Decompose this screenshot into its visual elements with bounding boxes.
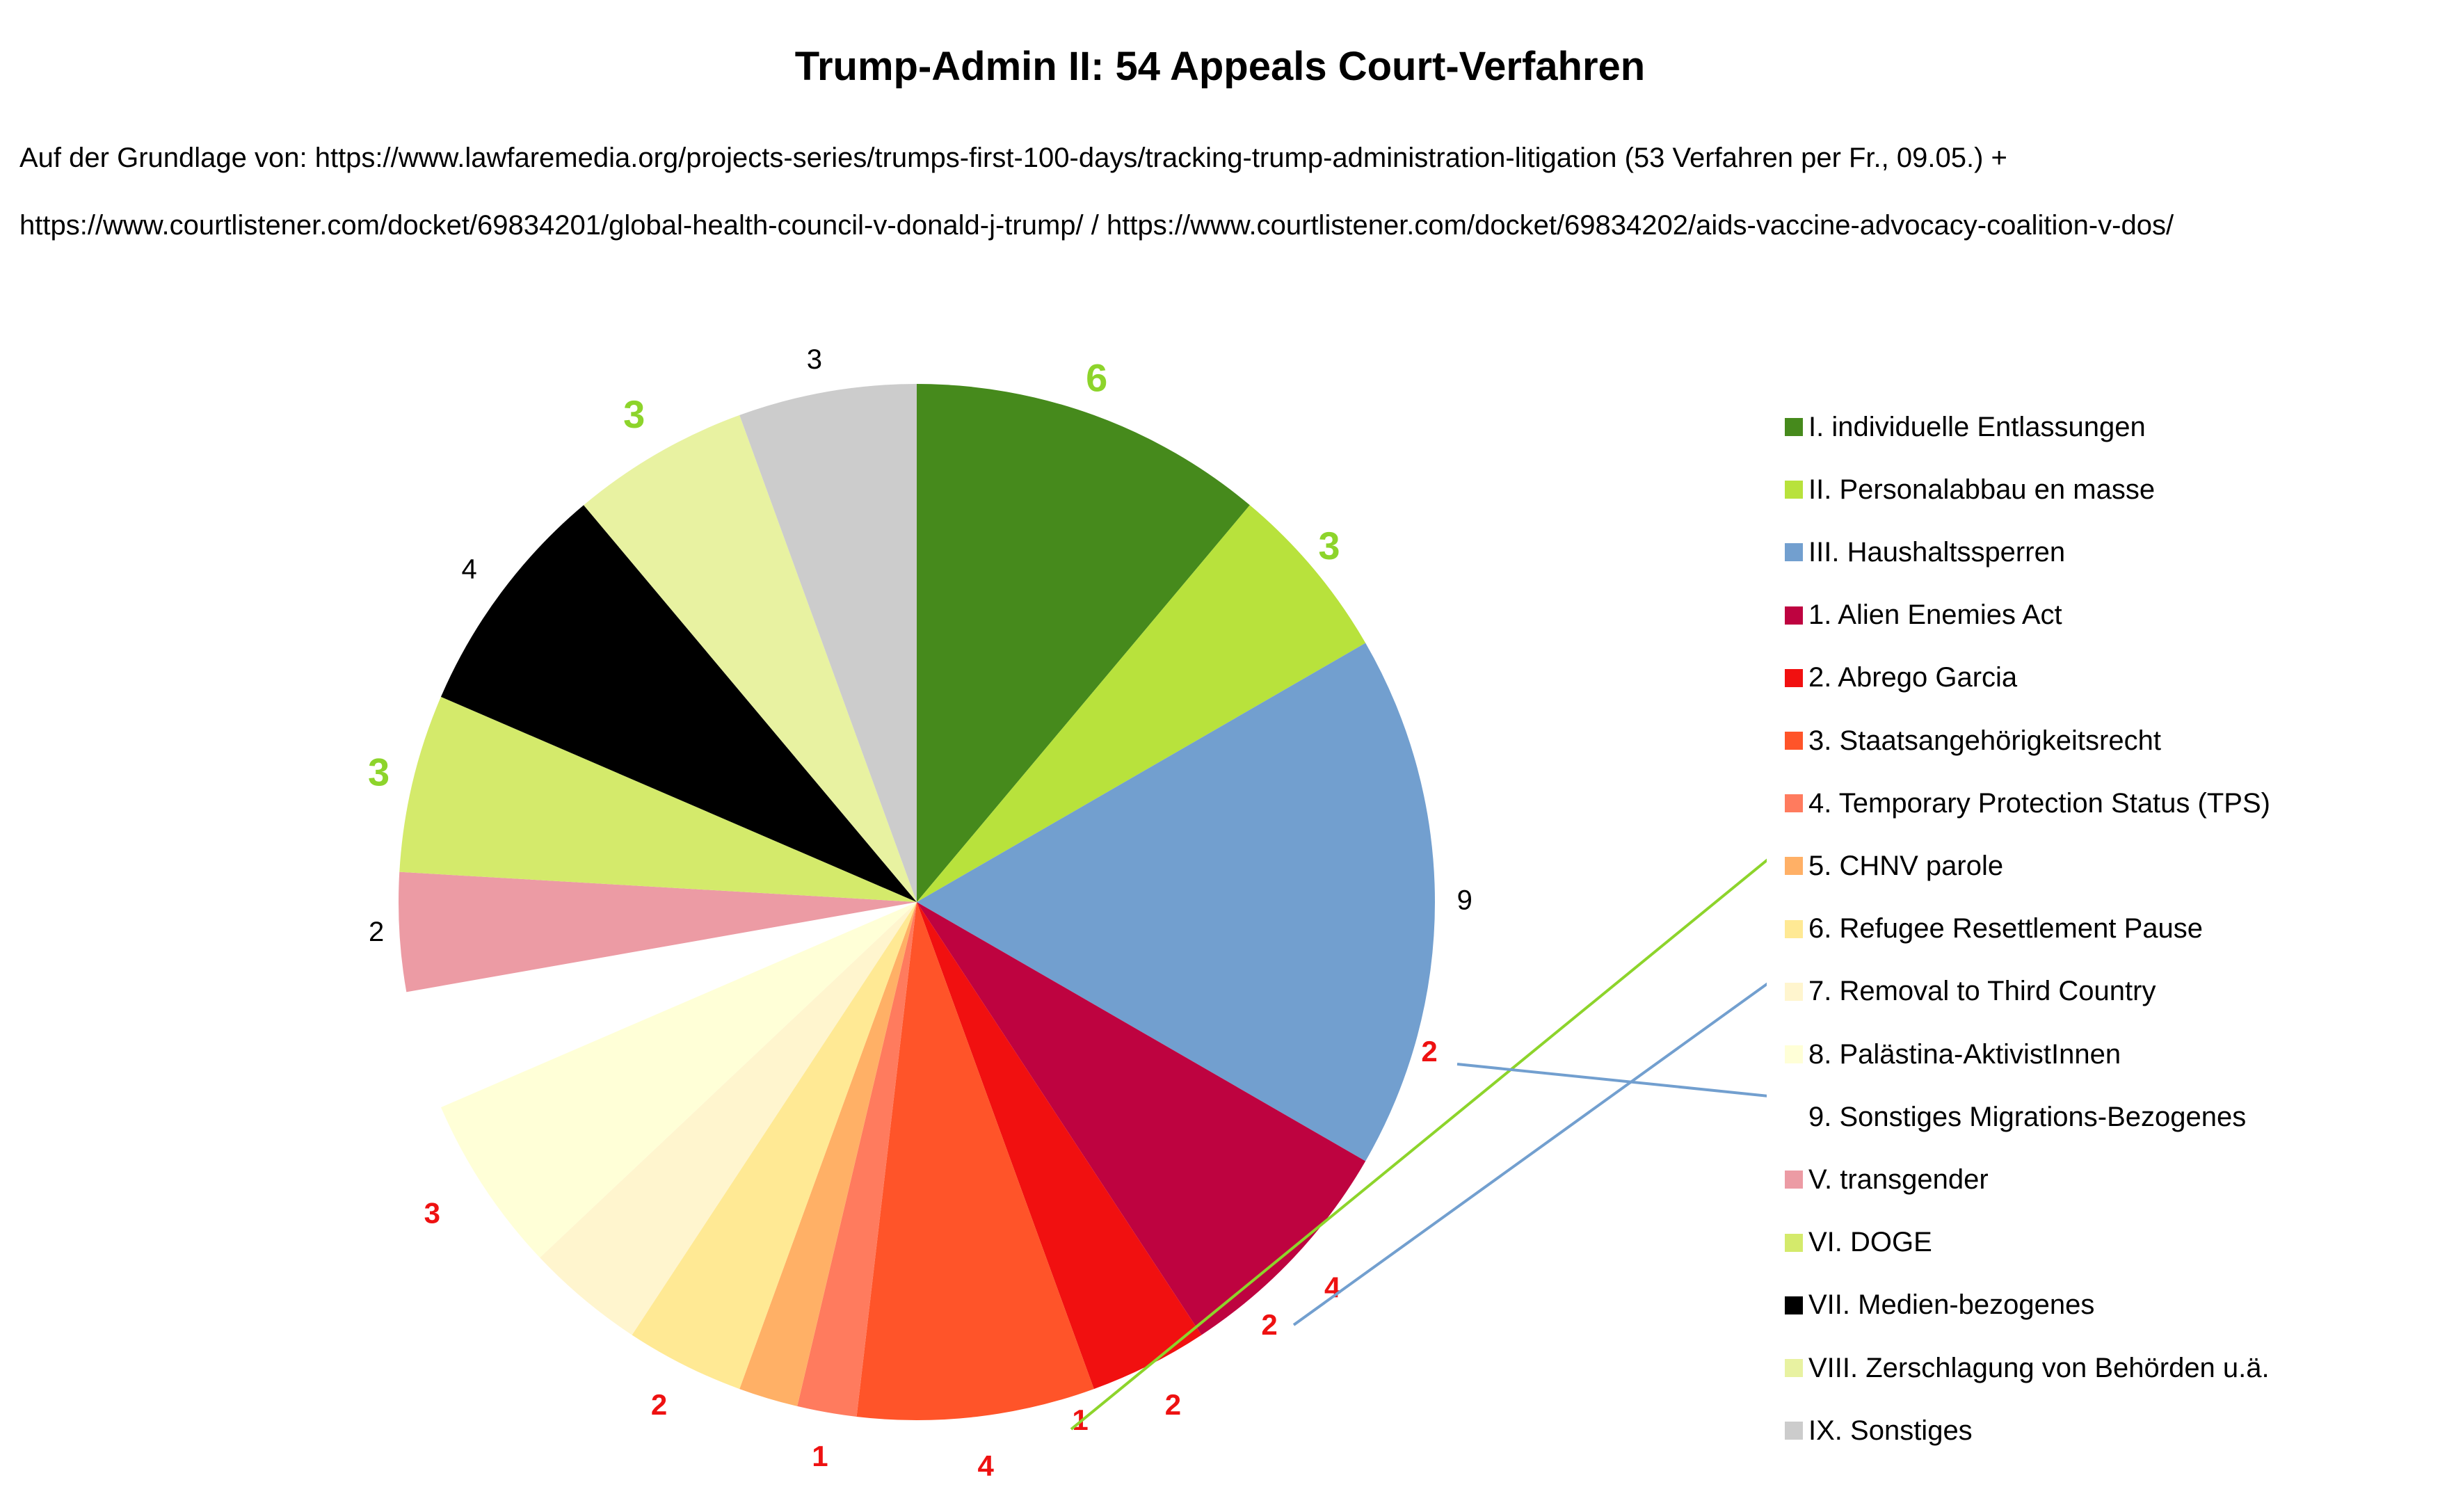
legend-swatch xyxy=(1785,418,1803,436)
slice-value-label-4-temporary-protection-status-tps: 1 xyxy=(812,1440,828,1472)
pie-slice-3-staatsangehorigkeitsrecht xyxy=(856,902,1094,1421)
legend-swatch xyxy=(1785,794,1803,813)
legend-swatch xyxy=(1785,919,1803,938)
legend-swatch xyxy=(1785,606,1803,625)
slice-value-label-8-palastina-aktivistinnen: 3 xyxy=(424,1196,440,1229)
legend-item-2-abrego-garcia: 2. Abrego Garcia xyxy=(1785,657,2017,699)
slice-value-label-1-alien-enemies-act: 4 xyxy=(1324,1271,1341,1303)
legend-item-ii-personalabbau-en-masse: II. Personalabbau en masse xyxy=(1785,469,2155,510)
legend-swatch xyxy=(1785,1422,1803,1440)
legend-item-viii-zerschlagung-von-behorden-u-a: VIII. Zerschlagung von Behörden u.ä. xyxy=(1785,1347,2270,1389)
legend-swatch xyxy=(1785,982,1803,1001)
legend-label: I. individuelle Entlassungen xyxy=(1808,411,2146,442)
pie-slice-viii-zerschlagung-von-behorden-u-a xyxy=(584,415,917,902)
legend-label: II. Personalabbau en masse xyxy=(1808,474,2156,505)
pie-chart: 6 3 9 4 2 4 1 1 2 2 3 2 2 3 4 3 3 xyxy=(368,344,1767,1482)
legend-label: 9. Sonstiges Migrations-Bezogenes xyxy=(1808,1101,2247,1132)
slice-value-label-ix-sonstiges: 3 xyxy=(807,344,822,375)
legend-item-v-transgender: V. transgender xyxy=(1785,1159,1989,1200)
slice-value-label-i-individuelle-entlassungen: 6 xyxy=(1086,356,1107,400)
legend-item-8-palastina-aktivistinnen: 8. Palästina-AktivistInnen xyxy=(1785,1034,2121,1075)
legend-label: VI. DOGE xyxy=(1808,1227,1932,1258)
legend-swatch xyxy=(1785,1108,1803,1127)
legend-label: 4. Temporary Protection Status (TPS) xyxy=(1808,787,2270,819)
legend-swatch xyxy=(1785,857,1803,876)
slice-value-label-vii-medien-bezogenes: 4 xyxy=(461,554,476,585)
chart-title: Trump-Admin II: 54 Appeals Court-Verfahr… xyxy=(794,44,1646,89)
pie-slice-9-sonstiges-migrations-bezogenes xyxy=(406,902,917,1108)
pie-slice-v-transgender xyxy=(399,871,917,992)
leader-line-5-chnv-parole xyxy=(1070,858,1767,1431)
legend-item-vii-medien-bezogenes: VII. Medien-bezogenes xyxy=(1785,1285,2094,1326)
leader-line-9-sonstiges-migrations-bezogenes xyxy=(1456,1063,1767,1097)
pie-slice-6-refugee-resettlement-pause xyxy=(632,902,917,1390)
legend-label: 6. Refugee Resettlement Pause xyxy=(1808,913,2204,944)
pie-slice-vi-doge xyxy=(399,696,917,902)
legend-swatch xyxy=(1785,732,1803,750)
pie-slice-2-abrego-garcia xyxy=(917,902,1202,1390)
legend-label: 2. Abrego Garcia xyxy=(1808,662,2018,693)
slice-value-label-iii-haushaltssperren: 9 xyxy=(1457,885,1472,916)
legend-item-i-individuelle-entlassungen: I. individuelle Entlassungen xyxy=(1785,406,2146,448)
slice-value-label-viii-zerschlagung-von-behorden-u-a: 3 xyxy=(623,392,645,436)
legend-swatch xyxy=(1785,481,1803,499)
legend-item-4-temporary-protection-status-tps: 4. Temporary Protection Status (TPS) xyxy=(1785,782,2270,824)
legend-swatch xyxy=(1785,1296,1803,1314)
slice-value-label-ii-personalabbau-en-masse: 3 xyxy=(1318,524,1340,568)
slice-value-label-vi-doge: 3 xyxy=(368,750,390,794)
legend-item-ix-sonstiges: IX. Sonstiges xyxy=(1785,1410,1973,1451)
legend-label: 8. Palästina-AktivistInnen xyxy=(1808,1038,2121,1070)
legend-label: 7. Removal to Third Country xyxy=(1808,976,2156,1007)
legend-item-1-alien-enemies-act: 1. Alien Enemies Act xyxy=(1785,595,2062,636)
pie-slice-iii-haushaltssperren xyxy=(917,643,1435,1161)
pie-slice-1-alien-enemies-act xyxy=(917,902,1366,1335)
legend-swatch xyxy=(1785,543,1803,562)
legend-label: V. transgender xyxy=(1808,1164,1989,1195)
legend-swatch xyxy=(1785,1045,1803,1063)
source-line-1: Auf der Grundlage von: https://www.lawfa… xyxy=(19,143,2007,173)
legend-swatch xyxy=(1785,1171,1803,1189)
legend-label: III. Haushaltssperren xyxy=(1808,536,2066,568)
slice-value-label-3-staatsangehorigkeitsrecht: 4 xyxy=(977,1449,994,1482)
legend-item-9-sonstiges-migrations-bezogenes: 9. Sonstiges Migrations-Bezogenes xyxy=(1785,1096,2246,1138)
pie-slice-vii-medien-bezogenes xyxy=(440,505,917,902)
legend-item-3-staatsangehorigkeitsrecht: 3. Staatsangehörigkeitsrecht xyxy=(1785,720,2161,762)
legend-swatch xyxy=(1785,1359,1803,1377)
pie-slice-8-palastina-aktivistinnen xyxy=(440,902,917,1258)
legend-label: 3. Staatsangehörigkeitsrecht xyxy=(1808,725,2161,756)
legend-item-iii-haushaltssperren: III. Haushaltssperren xyxy=(1785,531,2065,573)
legend-item-6-refugee-resettlement-pause: 6. Refugee Resettlement Pause xyxy=(1785,908,2203,950)
leader-line-7-removal-to-third-country xyxy=(1292,982,1767,1326)
legend-item-7-removal-to-third-country: 7. Removal to Third Country xyxy=(1785,971,2156,1013)
legend-label: 1. Alien Enemies Act xyxy=(1808,600,2062,631)
source-line-2: https://www.courtlistener.com/docket/698… xyxy=(19,210,2174,241)
slice-value-label-2-abrego-garcia: 2 xyxy=(1165,1388,1181,1421)
pie-slice-5-chnv-parole xyxy=(739,902,917,1406)
slice-value-label-v-transgender: 2 xyxy=(369,917,384,947)
slice-value-label-6-refugee-resettlement-pause: 2 xyxy=(651,1388,667,1421)
pie-slice-7-removal-to-third-country xyxy=(540,902,917,1335)
legend-label: VIII. Zerschlagung von Behörden u.ä. xyxy=(1808,1352,2270,1383)
legend-item-vi-doge: VI. DOGE xyxy=(1785,1222,1932,1264)
legend-label: VII. Medien-bezogenes xyxy=(1808,1289,2095,1321)
legend-item-5-chnv-parole: 5. CHNV parole xyxy=(1785,845,2003,887)
pie-slice-ii-personalabbau-en-masse xyxy=(917,505,1366,902)
pie-slice-i-individuelle-entlassungen xyxy=(917,384,1250,902)
slice-value-label-9-sonstiges-migrations-bezogenes: 2 xyxy=(1421,1035,1437,1068)
legend-swatch xyxy=(1785,668,1803,687)
slice-value-label-5-chnv-parole: 1 xyxy=(1072,1404,1088,1436)
legend-swatch xyxy=(1785,1233,1803,1252)
slice-value-label-7-removal-to-third-country: 2 xyxy=(1261,1308,1277,1341)
pie-slice-4-temporary-protection-status-tps xyxy=(797,902,917,1417)
legend-label: IX. Sonstiges xyxy=(1808,1415,1973,1446)
pie-slice-ix-sonstiges xyxy=(739,384,917,902)
legend-label: 5. CHNV parole xyxy=(1808,850,2004,881)
